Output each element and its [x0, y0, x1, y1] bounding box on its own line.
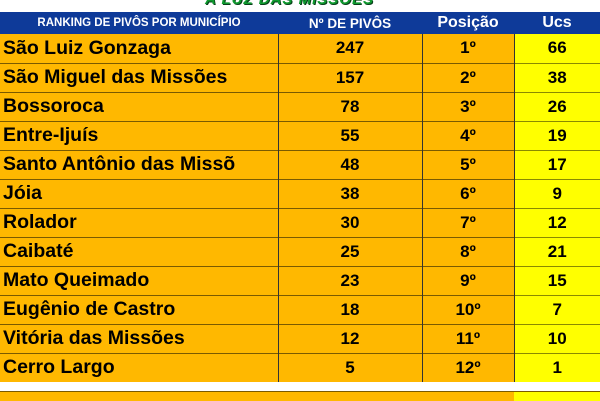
cell-municipio: Rolador	[0, 207, 278, 237]
cell-ucs: 17	[513, 149, 600, 179]
header-municipio: RANKING DE PIVÔS POR MUNICÍPIO	[37, 17, 241, 29]
cell-ucs: 9	[513, 178, 600, 208]
cell-municipio: Bossoroca	[0, 91, 278, 121]
table-row: Cerro Largo 5 12º 1	[0, 352, 600, 382]
cell-posicao: 11º	[421, 323, 514, 353]
table-row: Vitória das Missões 12 11º 10	[0, 323, 600, 353]
cell-pivos: 23	[277, 265, 422, 295]
cell-ucs: 12	[513, 207, 600, 237]
cell-posicao: 8º	[421, 236, 514, 266]
cell-pivos: 5	[277, 352, 422, 382]
table-row: São Miguel das Missões 157 2º 38	[0, 62, 600, 92]
cell-municipio: Mato Queimado	[0, 265, 278, 295]
cell-municipio: São Miguel das Missões	[0, 62, 278, 92]
table-row: Rolador 30 7º 12	[0, 207, 600, 237]
cell-pivos: 157	[277, 62, 422, 92]
cell-posicao: 10º	[421, 294, 514, 324]
cell-ucs: 15	[513, 265, 600, 295]
table-header: RANKING DE PIVÔS POR MUNICÍPIO Nº DE PIV…	[0, 12, 600, 34]
banner-title: A LUZ DAS MISSÕES	[205, 0, 374, 8]
cell-ucs: 1	[513, 352, 600, 382]
cell-ucs: 38	[513, 62, 600, 92]
cell-pivos: 78	[277, 91, 422, 121]
cell-posicao: 7º	[421, 207, 514, 237]
table-row: Caibaté 25 8º 21	[0, 236, 600, 266]
cell-pivos: 38	[277, 178, 422, 208]
cell-ucs: 66	[513, 34, 600, 63]
table-row: São Luiz Gonzaga 247 1º 66	[0, 34, 600, 63]
header-row: RANKING DE PIVÔS POR MUNICÍPIO Nº DE PIV…	[0, 12, 600, 34]
cell-municipio: Eugênio de Castro	[0, 294, 278, 324]
cell-posicao: 12º	[421, 352, 514, 382]
cell-pivos: 48	[277, 149, 422, 179]
cell-pivos: 55	[277, 120, 422, 150]
cell-posicao: 1º	[421, 34, 514, 63]
cell-municipio: Caibaté	[0, 236, 278, 266]
cell-posicao: 4º	[421, 120, 514, 150]
header-ucs: Ucs	[542, 14, 572, 31]
table-row: Entre-Ijuís 55 4º 19	[0, 120, 600, 150]
cell-municipio: Cerro Largo	[0, 352, 278, 382]
cell-municipio: Entre-Ijuís	[0, 120, 278, 150]
cell-ucs: 10	[513, 323, 600, 353]
cell-posicao: 2º	[421, 62, 514, 92]
cell-posicao: 6º	[421, 178, 514, 208]
cell-pivos: 25	[277, 236, 422, 266]
cell-posicao: 5º	[421, 149, 514, 179]
table-bottom-ucs-cell	[514, 392, 600, 401]
table-row: Eugênio de Castro 18 10º 7	[0, 294, 600, 324]
cell-ucs: 26	[513, 91, 600, 121]
cell-posicao: 9º	[421, 265, 514, 295]
cell-municipio: São Luiz Gonzaga	[0, 34, 278, 63]
cell-pivos: 12	[277, 323, 422, 353]
header-posicao: Posição	[437, 14, 499, 31]
cell-pivos: 30	[277, 207, 422, 237]
table-row: Santo Antônio das Missõ 48 5º 17	[0, 149, 600, 179]
table-bottom-row	[0, 391, 600, 401]
title-banner: A LUZ DAS MISSÕES	[0, 0, 600, 12]
cell-municipio: Jóia	[0, 178, 278, 208]
cell-pivos: 18	[277, 294, 422, 324]
cell-ucs: 7	[513, 294, 600, 324]
cell-municipio: Vitória das Missões	[0, 323, 278, 353]
cell-municipio: Santo Antônio das Missõ	[0, 149, 278, 179]
cell-pivos: 247	[277, 34, 422, 63]
cell-posicao: 3º	[421, 91, 514, 121]
header-pivos: Nº DE PIVÔS	[308, 15, 392, 31]
cell-ucs: 19	[513, 120, 600, 150]
table-row: Bossoroca 78 3º 26	[0, 91, 600, 121]
table-row: Mato Queimado 23 9º 15	[0, 265, 600, 295]
table-body: São Luiz Gonzaga 247 1º 66 São Miguel das Mi…	[0, 34, 600, 382]
ranking-table: RANKING DE PIVÔS POR MUNICÍPIO Nº DE PIV…	[0, 12, 600, 382]
table-row: Jóia 38 6º 9	[0, 178, 600, 208]
cell-ucs: 21	[513, 236, 600, 266]
